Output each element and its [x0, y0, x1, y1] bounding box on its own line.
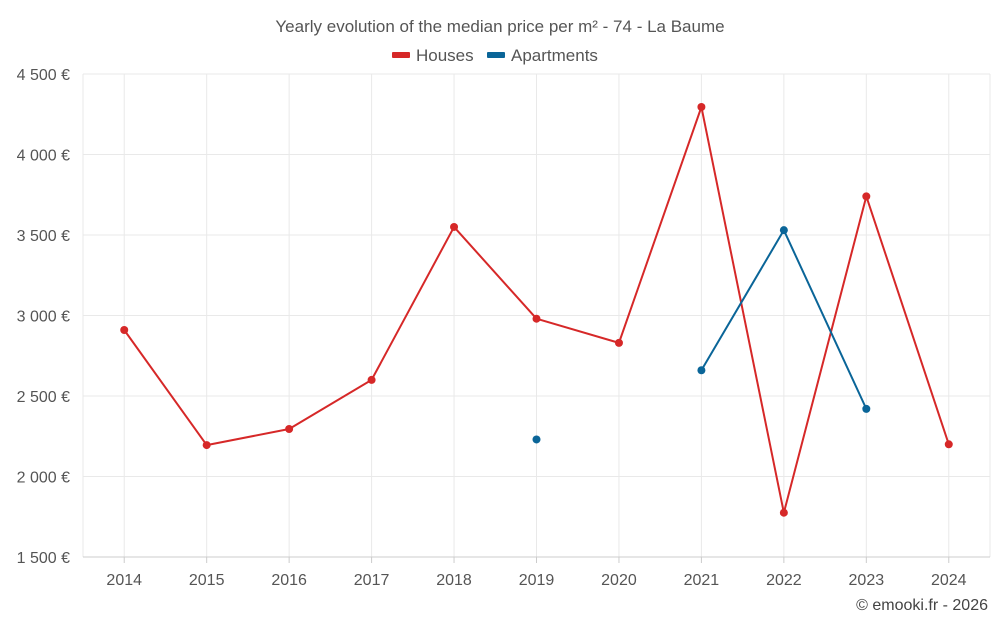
series-apartments [532, 226, 871, 444]
y-tick-label: 3 000 € [17, 309, 70, 326]
x-tick-label: 2024 [931, 572, 967, 589]
grid [82, 73, 991, 557]
y-tick-label: 4 500 € [17, 67, 70, 84]
data-point-apartments[interactable] [697, 366, 706, 375]
x-tick-label: 2014 [106, 572, 142, 589]
x-tick-label: 2020 [601, 572, 637, 589]
x-tick-label: 2018 [436, 572, 472, 589]
y-tick-label: 3 500 € [17, 228, 70, 245]
x-tick-label: 2023 [849, 572, 885, 589]
x-tick-label: 2022 [766, 572, 802, 589]
y-tick-label: 4 000 € [17, 148, 70, 165]
legend-swatch-houses [392, 52, 410, 58]
data-point-houses[interactable] [779, 508, 788, 517]
data-point-houses[interactable] [614, 338, 623, 347]
legend-label-houses: Houses [416, 46, 474, 65]
series-houses [120, 103, 953, 517]
x-tick-label: 2015 [189, 572, 225, 589]
data-point-houses[interactable] [532, 314, 541, 323]
x-tick-label: 2019 [519, 572, 555, 589]
data-point-apartments[interactable] [779, 226, 788, 235]
x-axis-ticks: 2014 2015 2016 2017 2018 2019 2020 2021 2022 2023… [106, 572, 966, 589]
data-point-houses[interactable] [697, 103, 706, 112]
y-tick-label: 2 500 € [17, 389, 70, 406]
legend-item-houses[interactable]: Houses [392, 46, 474, 65]
x-tick-label: 2021 [684, 572, 720, 589]
legend: Houses Apartments [392, 46, 598, 65]
data-point-houses[interactable] [367, 375, 376, 384]
credit-text: © emooki.fr - 2026 [856, 597, 988, 614]
data-point-apartments[interactable] [532, 435, 541, 444]
legend-swatch-apartments [487, 52, 505, 58]
data-point-houses[interactable] [944, 440, 953, 449]
data-point-houses[interactable] [862, 192, 871, 201]
data-point-houses[interactable] [202, 441, 211, 450]
y-tick-label: 1 500 € [17, 550, 70, 567]
x-tick-label: 2016 [271, 572, 307, 589]
legend-label-apartments: Apartments [511, 46, 598, 65]
data-point-houses[interactable] [120, 325, 129, 334]
data-point-houses[interactable] [450, 222, 459, 231]
data-point-apartments[interactable] [862, 404, 871, 413]
y-axis-ticks: 1 500 € 2 000 € 2 500 € 3 000 € 3 500 € 4 000… [17, 67, 70, 567]
data-point-houses[interactable] [285, 425, 294, 434]
y-tick-label: 2 000 € [17, 470, 70, 487]
x-tick-label: 2017 [354, 572, 390, 589]
legend-item-apartments[interactable]: Apartments [487, 46, 598, 65]
series [120, 103, 953, 517]
chart-title: Yearly evolution of the median price per… [275, 17, 724, 36]
axes [83, 556, 990, 563]
